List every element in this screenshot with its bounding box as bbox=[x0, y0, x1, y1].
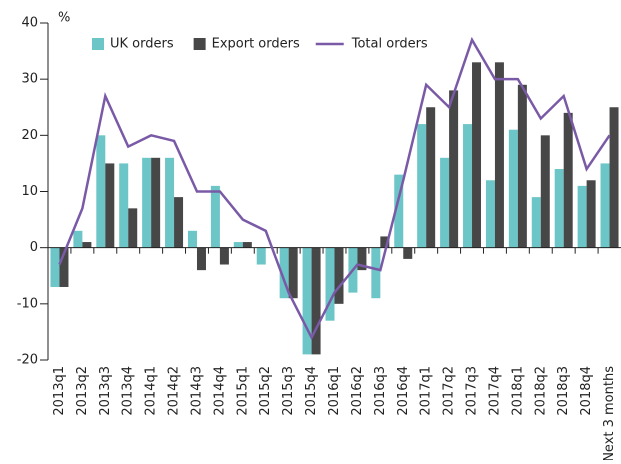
legend-swatch bbox=[92, 38, 104, 50]
bar bbox=[59, 247, 69, 287]
x-tick-label: 2013q1 bbox=[52, 366, 67, 416]
bar bbox=[440, 157, 450, 248]
bar bbox=[380, 236, 390, 248]
bar bbox=[494, 62, 504, 248]
bar bbox=[371, 247, 381, 299]
bar bbox=[426, 107, 436, 248]
x-tick-label: 2014q1 bbox=[144, 366, 159, 416]
y-tick-label: -10 bbox=[17, 296, 38, 311]
y-tick-label: 40 bbox=[21, 16, 38, 31]
x-tick-label: 2014q4 bbox=[212, 366, 227, 416]
bar bbox=[463, 124, 473, 248]
bar bbox=[449, 90, 459, 248]
bar bbox=[142, 157, 152, 248]
legend-label: Export orders bbox=[212, 37, 300, 52]
bar bbox=[394, 174, 404, 248]
x-tick-label: 2017q3 bbox=[465, 366, 480, 416]
bar bbox=[472, 62, 482, 248]
x-tick-label: 2014q3 bbox=[189, 366, 204, 416]
bar bbox=[174, 197, 184, 248]
bar bbox=[73, 230, 83, 248]
bar bbox=[485, 180, 495, 248]
legend-swatch bbox=[193, 38, 206, 50]
x-tick-label: Next 3 months bbox=[602, 366, 617, 460]
bar bbox=[334, 247, 344, 304]
bar bbox=[256, 247, 266, 265]
bar bbox=[105, 163, 115, 248]
bar bbox=[600, 163, 610, 248]
bar bbox=[196, 247, 206, 271]
bar bbox=[151, 157, 161, 248]
bar bbox=[586, 180, 596, 248]
bar bbox=[210, 185, 220, 248]
bar bbox=[531, 197, 541, 248]
bar bbox=[577, 185, 587, 248]
x-tick-label: 2016q2 bbox=[350, 366, 365, 416]
x-tick-label: 2013q2 bbox=[75, 366, 90, 416]
bar bbox=[563, 112, 573, 248]
x-tick-label: 2015q2 bbox=[258, 366, 273, 416]
line bbox=[58, 36, 611, 341]
x-tick-label: 2016q4 bbox=[396, 366, 411, 416]
bar bbox=[540, 135, 550, 248]
bar bbox=[165, 157, 175, 248]
bar bbox=[554, 169, 564, 248]
bar bbox=[403, 247, 413, 259]
bar bbox=[508, 129, 518, 248]
x-tick-label: 2013q3 bbox=[98, 366, 113, 416]
y-tick-label: -20 bbox=[17, 353, 38, 368]
x-tick-label: 2018q4 bbox=[579, 366, 594, 416]
bar bbox=[357, 247, 367, 271]
x-tick-label: 2017q2 bbox=[442, 366, 457, 416]
x-tick-label: 2016q3 bbox=[373, 366, 388, 416]
bar bbox=[279, 247, 289, 299]
bar bbox=[233, 242, 243, 248]
bar bbox=[242, 242, 252, 248]
x-tick-label: 2015q3 bbox=[281, 366, 296, 416]
y-tick-label: 30 bbox=[21, 72, 38, 87]
bar bbox=[609, 107, 619, 248]
y-tick-label: 10 bbox=[21, 184, 38, 199]
bar bbox=[325, 247, 335, 321]
x-tick-label: 2017q1 bbox=[419, 366, 434, 416]
x-tick-label: 2018q3 bbox=[556, 366, 571, 416]
bar bbox=[82, 242, 92, 248]
bar bbox=[417, 124, 427, 248]
x-tick-label: 2016q1 bbox=[327, 366, 342, 416]
bar bbox=[219, 247, 229, 265]
x-tick-label: 2018q2 bbox=[533, 366, 548, 416]
bar bbox=[517, 84, 527, 248]
y-tick-label: 0 bbox=[30, 240, 38, 255]
y-axis-label: % bbox=[58, 11, 70, 26]
legend-label: UK orders bbox=[110, 37, 174, 52]
x-tick-label: 2017q4 bbox=[487, 366, 502, 416]
legend-label: Total orders bbox=[351, 37, 428, 52]
bar bbox=[187, 230, 197, 248]
bar bbox=[302, 247, 312, 355]
x-tick-label: 2018q1 bbox=[510, 366, 525, 416]
x-tick-label: 2014q2 bbox=[167, 366, 182, 416]
x-tick-label: 2013q4 bbox=[121, 366, 136, 416]
x-tick-label: 2015q4 bbox=[304, 366, 319, 416]
x-tick-label: 2015q1 bbox=[235, 366, 250, 416]
bar bbox=[288, 247, 298, 299]
bar bbox=[50, 247, 60, 287]
bar bbox=[119, 163, 129, 248]
bar bbox=[311, 247, 321, 355]
bar bbox=[96, 135, 106, 248]
bar bbox=[128, 208, 138, 248]
y-tick-label: 20 bbox=[21, 128, 38, 143]
